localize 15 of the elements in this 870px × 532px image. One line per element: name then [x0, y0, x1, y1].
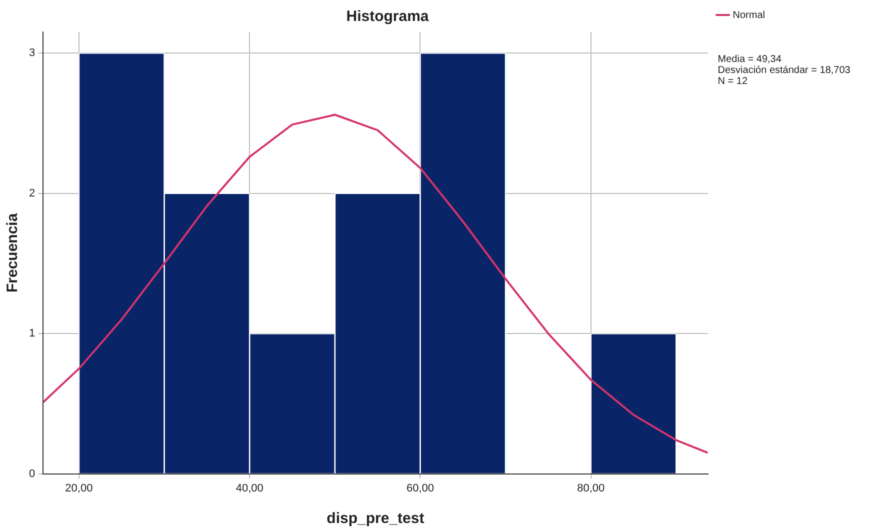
x-tick-label: 20,00	[65, 482, 93, 494]
text: Desviación estándar = 18,703	[718, 64, 851, 76]
x-tick-label: 60,00	[406, 482, 434, 494]
y-tick-label: 0	[28, 468, 36, 480]
chart-title: Histograma	[346, 8, 430, 26]
x-axis-title: disp_pre_test	[326, 510, 424, 528]
text: Media = 49,34	[718, 54, 782, 65]
y-axis-title: Frecuencia	[4, 212, 22, 293]
legend-label: Normal	[732, 10, 766, 21]
x-tick-label: 40,00	[236, 482, 264, 494]
y-tick-label: 1	[28, 328, 36, 340]
x-tick-label: 80,00	[577, 482, 605, 494]
y-tick-label: 3	[28, 47, 36, 60]
text: N = 12	[718, 76, 748, 87]
y-tick-label: 2	[28, 187, 36, 200]
